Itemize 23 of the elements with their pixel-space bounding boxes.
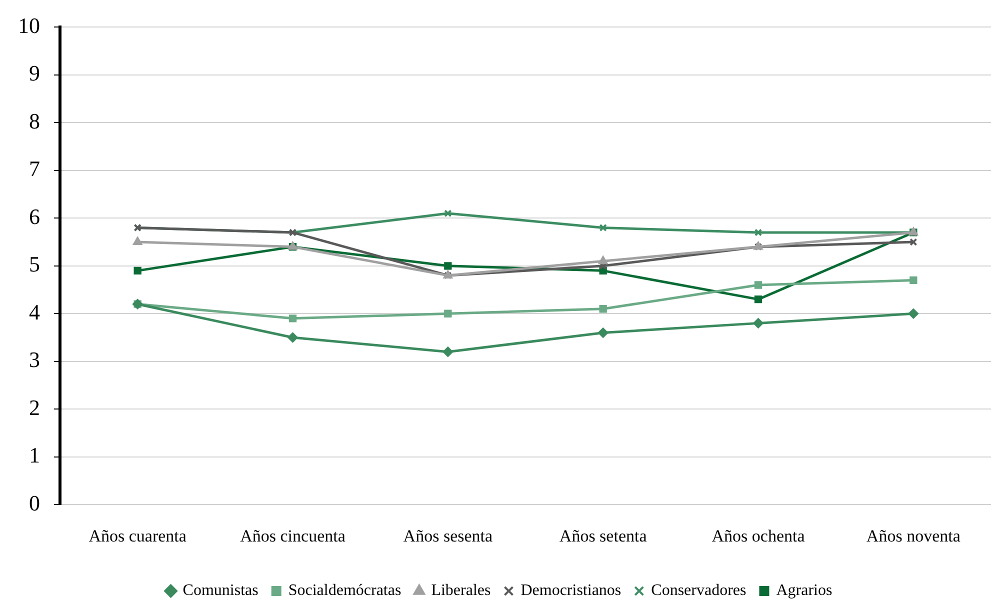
y-tick-label: 0 xyxy=(29,490,40,516)
x-tick-label: Años cuarenta xyxy=(88,526,187,546)
legend-label: Comunistas xyxy=(182,582,258,600)
y-tick-label: 1 xyxy=(29,442,40,468)
y-tick-label: 10 xyxy=(18,12,40,38)
y-tick-label: 8 xyxy=(29,108,40,134)
legend-label: Agrarios xyxy=(776,582,832,600)
x-tick-label: Años setenta xyxy=(559,526,648,546)
legend-label: Socialdemócratas xyxy=(288,582,402,600)
y-tick-label: 5 xyxy=(29,252,40,277)
y-tick-label: 3 xyxy=(29,347,40,372)
legend-label: Liberales xyxy=(431,582,491,600)
y-tick-label: 9 xyxy=(29,60,40,86)
y-tick-label: 6 xyxy=(29,204,40,229)
y-tick-label: 7 xyxy=(29,156,40,182)
x-tick-label: Años cincuenta xyxy=(240,526,346,546)
x-tick-label: Años ochenta xyxy=(712,526,806,546)
y-tick-label: 4 xyxy=(29,299,40,324)
y-tick-label: 2 xyxy=(29,394,40,420)
legend-label: Conservadores xyxy=(651,582,746,600)
x-tick-label: Años sesenta xyxy=(403,526,493,546)
x-tick-label: Años noventa xyxy=(866,526,961,546)
legend-label: Democristianos xyxy=(520,582,622,600)
